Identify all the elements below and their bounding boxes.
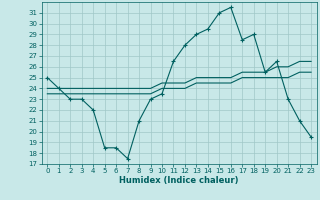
- X-axis label: Humidex (Indice chaleur): Humidex (Indice chaleur): [119, 176, 239, 185]
